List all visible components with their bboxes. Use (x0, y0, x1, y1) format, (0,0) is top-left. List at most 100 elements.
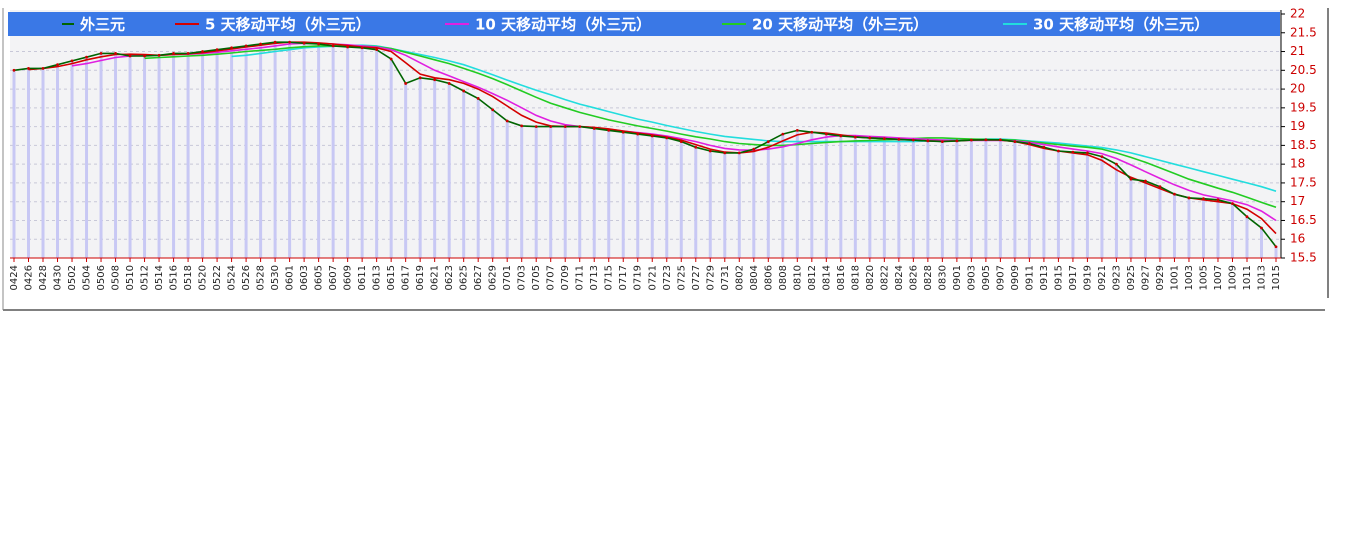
bar (505, 120, 509, 258)
y-tick-label: 16.5 (1290, 213, 1317, 227)
bar (259, 44, 263, 259)
point-marker (1216, 198, 1220, 202)
legend-label: 20 天移动平均（外三元） (752, 16, 928, 34)
x-tick-label: 0921 (1097, 265, 1108, 290)
point-marker (1115, 162, 1118, 166)
bar (85, 57, 89, 258)
axis-labels: 15.5 16 16.5 17 17.5 18 18.5 19 19.5 20 20.5 21 21.5… (9, 7, 1317, 291)
x-tick-label: 0727 (691, 265, 702, 290)
point-marker (1274, 245, 1278, 249)
x-tick-label: 0522 (212, 265, 223, 290)
bar (215, 49, 219, 259)
x-tick-label: 0721 (647, 265, 658, 290)
x-tick-label: 0528 (256, 265, 267, 290)
point-marker (882, 137, 886, 141)
bar (462, 90, 466, 258)
point-marker (201, 50, 204, 53)
point-marker (85, 55, 88, 59)
point-marker (563, 125, 567, 129)
bar (636, 134, 640, 258)
x-tick-label: 0907 (995, 265, 1006, 290)
point-marker (737, 151, 741, 155)
bar (955, 140, 959, 258)
point-marker (56, 63, 59, 67)
x-tick-label: 0524 (227, 265, 238, 290)
bar (1071, 152, 1075, 258)
point-marker (636, 132, 640, 136)
bar (1201, 198, 1205, 258)
point-marker (317, 42, 321, 46)
x-tick-label: 0810 (792, 265, 803, 290)
bar (1056, 151, 1060, 258)
x-tick-label: 0731 (720, 265, 731, 290)
point-marker (679, 140, 683, 144)
point-marker (607, 128, 611, 132)
point-marker (839, 134, 843, 138)
bar (128, 56, 132, 258)
x-tick-label: 0601 (285, 265, 296, 290)
x-tick-label: 0723 (662, 265, 673, 290)
x-tick-label: 0915 (1053, 265, 1064, 290)
point-marker (1158, 185, 1162, 189)
bar (476, 98, 480, 258)
bar (389, 59, 393, 258)
bar (737, 152, 741, 258)
x-tick-label: 0609 (343, 265, 354, 290)
bar (230, 47, 234, 259)
x-tick-label: 0627 (473, 265, 484, 290)
legend-background (8, 12, 1280, 36)
point-marker (694, 145, 698, 149)
point-marker (375, 48, 379, 52)
point-marker (1042, 145, 1046, 149)
x-tick-label: 0830 (937, 265, 948, 290)
point-marker (389, 57, 393, 61)
y-tick-label: 21.5 (1290, 25, 1317, 39)
point-marker (157, 53, 161, 57)
bar (578, 126, 582, 258)
bar (665, 137, 669, 258)
point-marker (853, 135, 857, 139)
bar (563, 126, 567, 258)
point-marker (346, 45, 350, 49)
bar (41, 68, 45, 258)
point-marker (1013, 140, 1017, 144)
bar (302, 43, 306, 258)
point-marker (534, 125, 538, 129)
point-marker (215, 48, 219, 52)
bar (1042, 147, 1046, 258)
x-tick-label: 0911 (1024, 265, 1035, 290)
x-tick-label: 0520 (198, 265, 209, 290)
x-tick-label: 0607 (328, 265, 339, 290)
x-tick-label: 0925 (1126, 265, 1137, 290)
bar (99, 53, 103, 258)
point-marker (520, 124, 524, 128)
bar (534, 126, 538, 258)
series-line (13, 41, 1277, 248)
x-tick-label: 0903 (966, 265, 977, 290)
bar (853, 137, 857, 258)
x-tick-label: 0621 (430, 265, 441, 290)
x-tick-label: 0428 (38, 265, 49, 290)
x-tick-label: 0822 (879, 265, 890, 290)
bar (346, 47, 350, 259)
x-tick-label: 1003 (1184, 265, 1195, 290)
point-marker (404, 82, 408, 85)
point-marker (476, 97, 480, 100)
bar (694, 147, 698, 258)
point-marker (172, 52, 175, 55)
point-marker (491, 108, 495, 112)
bars (12, 42, 1278, 259)
y-tick-label: 20 (1290, 82, 1305, 96)
x-tick-label: 0729 (705, 265, 716, 290)
point-marker (186, 52, 190, 55)
x-tick-label: 0709 (560, 265, 571, 290)
x-tick-label: 0725 (676, 265, 687, 290)
point-marker (621, 130, 625, 134)
point-marker (1187, 196, 1191, 200)
legend-label: 5 天移动平均（外三元） (205, 16, 371, 34)
x-tick-label: 0613 (372, 265, 383, 290)
point-marker (273, 40, 277, 44)
x-tick-label: 0707 (546, 265, 557, 290)
point-marker (1057, 149, 1060, 153)
bar (157, 55, 161, 258)
